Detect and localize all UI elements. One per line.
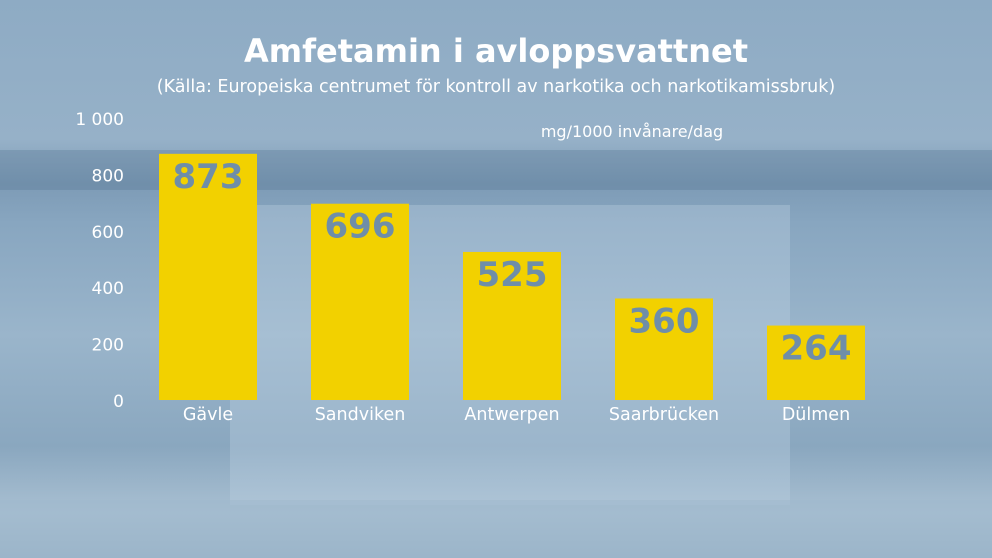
bar-value-label: 360 xyxy=(629,301,700,341)
category-label: Dülmen xyxy=(782,405,850,425)
y-tick-label: 1 000 xyxy=(75,110,124,130)
y-tick-label: 400 xyxy=(92,279,124,299)
y-tick-label: 600 xyxy=(92,223,124,243)
bar xyxy=(159,153,257,400)
bar xyxy=(615,298,713,400)
bar xyxy=(311,203,409,400)
bar-value-label: 264 xyxy=(781,329,852,369)
y-tick-label: 200 xyxy=(92,336,124,356)
chart-title: Amfetamin i avloppsvattnet xyxy=(244,32,748,70)
bar-value-label: 873 xyxy=(173,157,244,197)
category-label: Saarbrücken xyxy=(609,405,719,425)
category-label: Antwerpen xyxy=(464,405,559,425)
bar-value-label: 525 xyxy=(477,255,548,295)
bar xyxy=(463,251,561,400)
background-ground xyxy=(0,500,992,558)
category-label: Gävle xyxy=(183,405,233,425)
y-tick-label: 800 xyxy=(92,166,124,186)
bar xyxy=(767,325,865,400)
chart-subtitle: (Källa: Europeiska centrumet för kontrol… xyxy=(157,77,835,97)
bar-value-label: 696 xyxy=(325,207,396,247)
y-tick-label: 0 xyxy=(113,392,124,412)
unit-label: mg/1000 invånare/dag xyxy=(541,122,723,141)
category-label: Sandviken xyxy=(315,405,406,425)
